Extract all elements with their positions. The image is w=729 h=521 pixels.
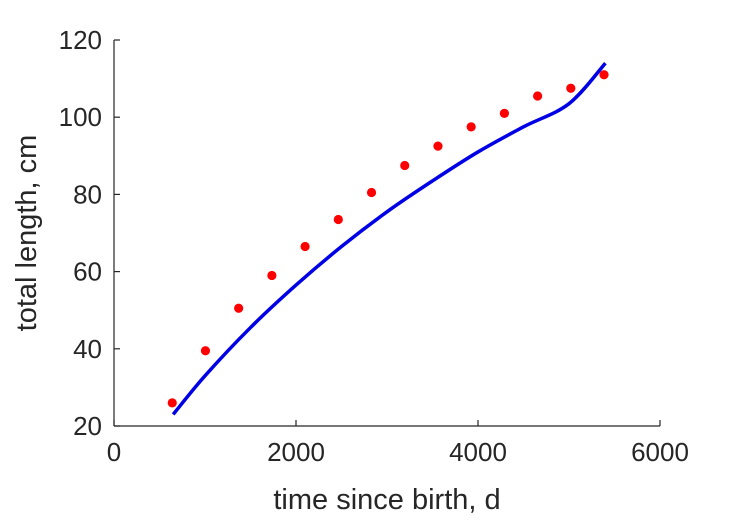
data-point: [333, 214, 343, 225]
data-point: [599, 70, 609, 80]
data-point: [499, 108, 509, 118]
y-ticks: 20 40 60 80 100 120: [59, 25, 120, 441]
data-point: [400, 160, 410, 171]
x-tick-label: 0: [107, 437, 121, 467]
fitted-curve-layer: [171, 61, 607, 416]
x-axis-label: time since birth, d: [273, 484, 500, 516]
data-points-layer: [167, 70, 609, 408]
data-point: [433, 141, 443, 151]
y-tick-label: 100: [59, 102, 102, 132]
y-axis-label: total length, cm: [11, 135, 43, 332]
fitted-curve: [171, 61, 607, 416]
data-point: [200, 346, 211, 356]
x-ticks: 0 2000 4000 6000: [107, 420, 689, 467]
x-tick-label: 2000: [267, 437, 325, 467]
data-point: [566, 83, 576, 93]
data-point: [300, 241, 310, 252]
data-point: [533, 91, 543, 101]
data-point: [366, 187, 377, 198]
data-point: [466, 122, 476, 132]
x-tick-label: 6000: [631, 437, 689, 467]
data-point: [167, 398, 177, 408]
y-tick-label: 80: [73, 179, 102, 209]
data-point: [267, 270, 277, 281]
y-tick-label: 60: [73, 257, 102, 287]
axes: [113, 40, 660, 427]
x-tick-label: 4000: [449, 437, 507, 467]
y-tick-label: 40: [73, 334, 102, 364]
data-point: [234, 303, 244, 313]
y-tick-label: 20: [73, 411, 102, 441]
y-tick-label: 120: [59, 25, 102, 55]
